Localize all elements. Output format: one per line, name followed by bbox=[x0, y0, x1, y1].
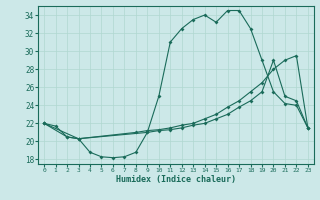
X-axis label: Humidex (Indice chaleur): Humidex (Indice chaleur) bbox=[116, 175, 236, 184]
